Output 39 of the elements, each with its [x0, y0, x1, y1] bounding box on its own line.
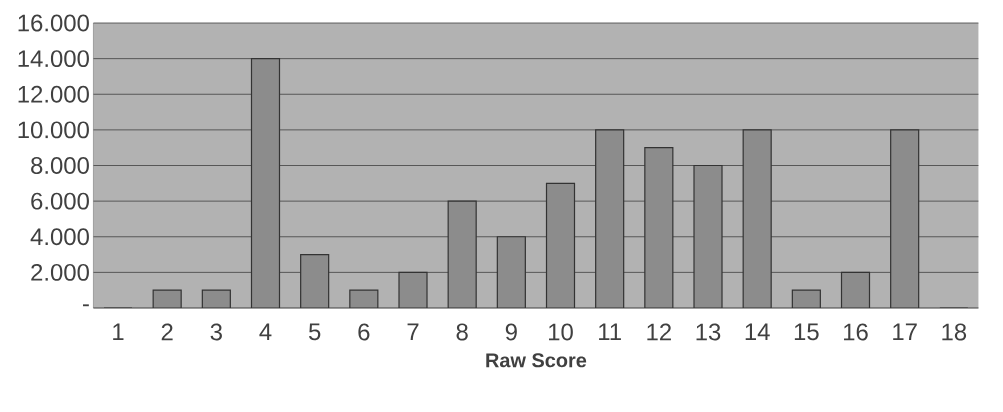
bar — [545, 182, 576, 308]
x-tick-label: 15 — [794, 323, 819, 341]
bar — [644, 147, 674, 308]
x-tick-label: 7 — [407, 323, 419, 340]
bar — [447, 200, 477, 308]
x-tick-label: 10 — [549, 323, 573, 341]
x-tick-label: 9 — [505, 323, 517, 341]
y-tick-label: 16.000 — [18, 14, 89, 32]
x-tick-label: 11 — [599, 323, 621, 340]
y-tick-label: 4.000 — [30, 228, 89, 246]
bar — [890, 129, 920, 308]
y-tick-label: 6.000 — [31, 192, 89, 210]
y-tick-label: 12.000 — [18, 85, 89, 103]
y-tick-label: 8.000 — [31, 157, 89, 174]
x-tick-label: 4 — [259, 323, 272, 340]
y-tick-label: 14.000 — [18, 50, 89, 68]
x-tick-label: 12 — [647, 323, 671, 341]
bar — [496, 236, 526, 308]
x-tick-label: 3 — [210, 323, 222, 341]
x-tick-label: 14 — [745, 323, 770, 340]
x-tick-label: 18 — [942, 323, 967, 341]
bar — [693, 164, 723, 308]
x-tick-label: 16 — [844, 323, 868, 341]
bar — [595, 129, 625, 308]
y-tick-label: - — [83, 304, 89, 307]
x-tick-label: 6 — [358, 323, 370, 341]
x-tick-label: 8 — [456, 323, 468, 341]
x-tick-label: 13 — [696, 323, 721, 341]
x-tick-label: 1 — [113, 323, 124, 340]
bar — [742, 129, 772, 308]
bar — [300, 253, 330, 308]
y-tick-label: 10.000 — [18, 121, 89, 139]
x-axis-title: Raw Score — [486, 353, 587, 368]
y-tick-label: 2.000 — [31, 263, 89, 281]
x-tick-label: 2 — [161, 323, 173, 341]
x-tick-label: 17 — [893, 323, 917, 340]
x-tick-label: 5 — [308, 323, 321, 341]
bar — [250, 58, 281, 308]
bar — [840, 271, 871, 308]
